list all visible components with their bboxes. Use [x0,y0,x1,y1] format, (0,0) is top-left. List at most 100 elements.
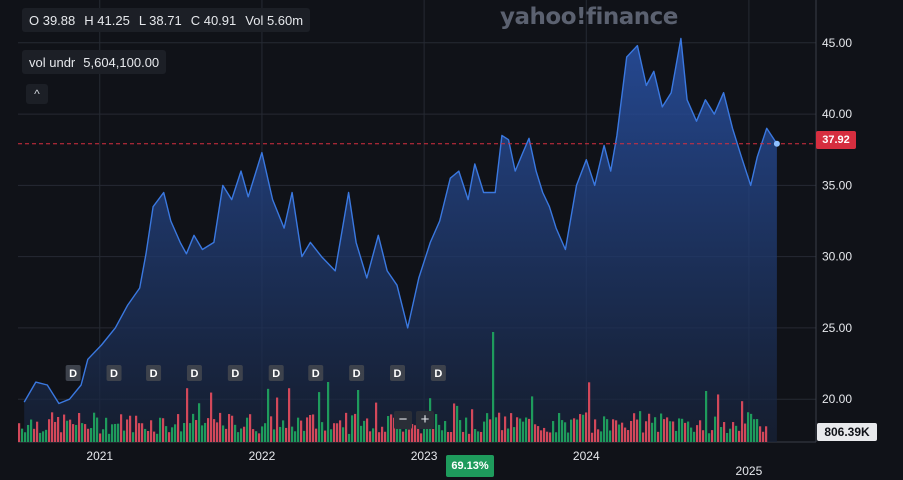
zoom-out-button[interactable]: − [394,411,412,429]
volume-bar [417,424,420,442]
dividend-marker[interactable]: D [308,365,324,381]
volume-bar [273,429,276,442]
volume-bar [120,414,123,442]
volume-bar [549,432,552,442]
volume-bar [27,424,30,442]
y-tick-label: 40.00 [822,107,852,121]
volume-bar [489,419,492,442]
volume-bar [516,417,519,442]
volume-bar [174,424,177,442]
volume-bar [102,429,105,442]
dividend-label: D [150,368,158,380]
dividend-marker[interactable]: D [186,365,202,381]
volume-bar [144,428,147,442]
volume-bar [324,430,327,442]
dividend-marker[interactable]: D [106,365,122,381]
zoom-in-button[interactable]: + [416,411,434,429]
volume-bar [72,424,75,442]
volume-bar [300,420,303,442]
volume-bar [321,422,324,442]
volume-bar [660,413,663,442]
volume-bar [756,419,759,442]
y-tick-label: 35.00 [822,178,852,192]
volume-bar [690,427,693,442]
x-axis: 2021 2022 2023 2024 2025 [86,449,762,478]
x-tick-label: 2021 [86,449,113,463]
volume-bar [156,433,159,442]
volume-bar [270,416,273,442]
volume-bar [249,414,252,442]
volume-bar [39,432,42,442]
volume-bar [537,426,540,442]
volume-bars [18,332,768,442]
x-tick-label: 2022 [249,449,276,463]
volume-bar [573,418,576,442]
volume-bar [78,412,81,442]
volume-bar [762,431,765,442]
volume-bar [669,421,672,442]
volume-bar [279,426,282,442]
y-tick-label: 20.00 [822,392,852,406]
volume-bar [93,412,96,442]
volume-bar [666,417,669,442]
volume-bar [726,432,729,442]
close-value: C 40.91 [190,12,237,28]
volume-bar [207,418,210,442]
volume-bar [567,432,570,442]
volume-bar [384,431,387,442]
dividend-marker[interactable]: D [227,365,243,381]
volume-bar [681,418,684,442]
volume-bar [255,431,258,442]
volume-bar [90,428,93,442]
volume-bar [126,419,129,442]
chevron-up-icon: ^ [34,87,40,101]
volume-bar [402,431,405,442]
volume-bar [558,413,561,442]
dividend-marker[interactable]: D [268,365,284,381]
volume-bar [345,412,348,442]
volume-bar [348,433,351,442]
dividend-marker[interactable]: D [146,365,162,381]
volume-bar [363,420,366,442]
volume-bar [693,431,696,442]
volume-bar [609,430,612,442]
volume-bar [570,419,573,442]
dividend-label: D [312,368,320,380]
volume-bar [633,413,636,442]
volume-bar [453,403,456,442]
dividend-badge [106,365,122,381]
volume-bar [264,423,267,442]
dividend-marker[interactable]: D [65,365,81,381]
dividend-marker[interactable]: D [349,365,365,381]
collapse-legend-button[interactable]: ^ [26,84,48,104]
volume-bar [513,427,516,442]
volume-bar [105,417,108,442]
dividend-marker[interactable]: D [430,365,446,381]
dividend-label: D [110,368,118,380]
volume-bar [528,418,531,442]
volume-bar [561,420,564,442]
volume-bar [648,413,651,442]
volume-bar [81,423,84,442]
volume-bar [525,417,528,442]
volume-bar [741,401,744,442]
volume-bar [414,425,417,442]
volume-bar [534,424,537,442]
volume-bar [231,415,234,442]
volume-bar [381,426,384,442]
volume-bar [717,394,720,442]
volume-bar [168,432,171,442]
dividend-marker[interactable]: D [390,365,406,381]
volume-bar [66,420,69,442]
volume-bar [219,412,222,442]
volume-bar [288,388,291,442]
volume-bar [564,422,567,442]
volume-bar [294,431,297,442]
dividend-label: D [69,368,77,380]
volume-bar [117,423,120,442]
volume-bar [552,421,555,442]
volume-bar [303,430,306,442]
volume-bar [111,424,114,442]
